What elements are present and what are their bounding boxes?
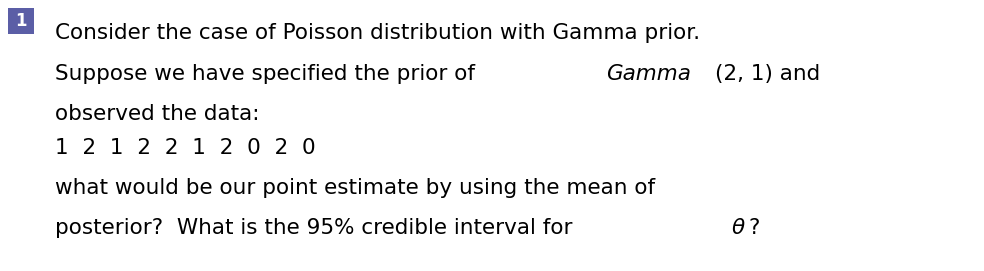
Bar	[8, 8, 34, 34]
Text: posterior?  What is the 95% credible interval for: posterior? What is the 95% credible inte…	[55, 218, 580, 238]
Text: observed the data:: observed the data:	[55, 104, 260, 124]
Text: what would be our point estimate by using the mean of: what would be our point estimate by usin…	[55, 178, 655, 198]
Text: Consider the case of Poisson distribution with Gamma prior.: Consider the case of Poisson distributio…	[55, 23, 701, 43]
Text: Suppose we have specified the prior of: Suppose we have specified the prior of	[55, 64, 482, 84]
Text: 1: 1	[15, 12, 27, 30]
Text: 1  2  1  2  2  1  2  0  2  0: 1 2 1 2 2 1 2 0 2 0	[55, 138, 316, 158]
Text: Gamma: Gamma	[606, 64, 691, 84]
Text: θ: θ	[732, 218, 745, 238]
Text: ?: ?	[749, 218, 760, 238]
Text: (2, 1) and: (2, 1) and	[715, 64, 821, 84]
